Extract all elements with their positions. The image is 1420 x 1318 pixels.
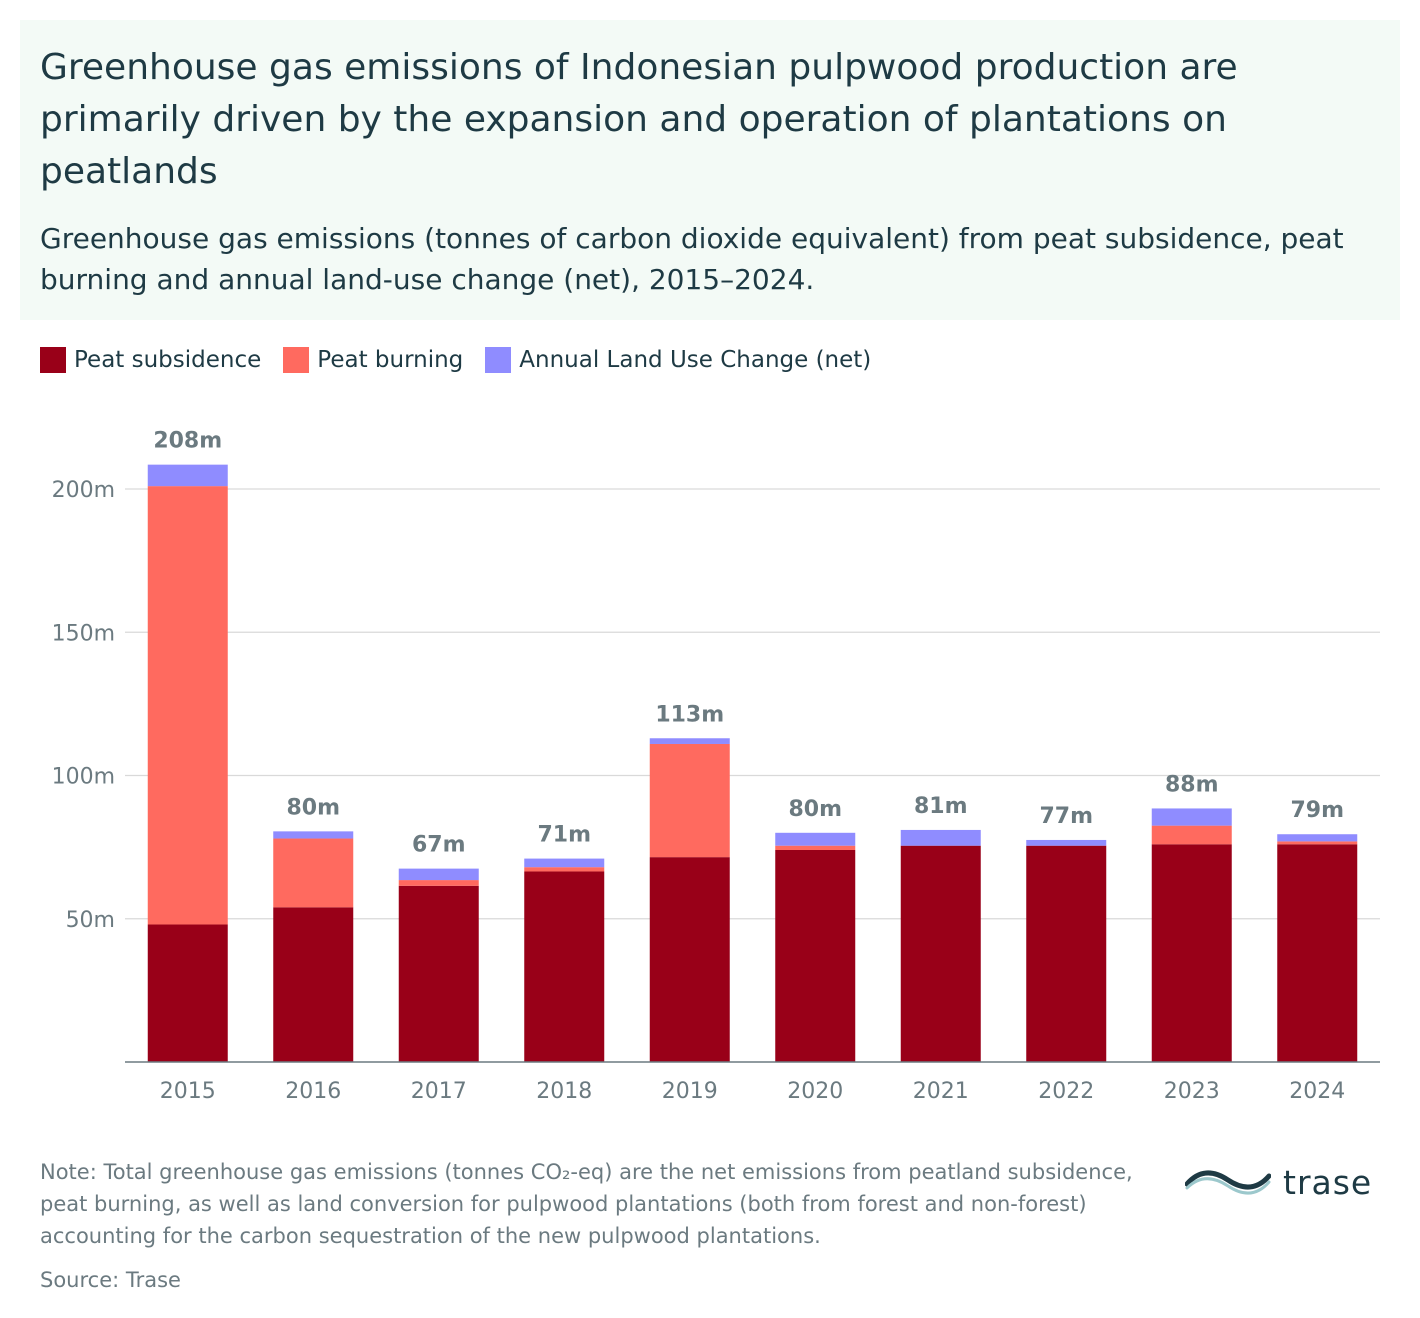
legend-swatch-land-use-change: [485, 347, 512, 373]
chart-subtitle: Greenhouse gas emissions (tonnes of carb…: [40, 222, 1344, 296]
total-label: 113m: [655, 702, 724, 727]
total-label: 208m: [153, 429, 222, 454]
bar-segment: [649, 738, 730, 744]
total-label: 77m: [1039, 804, 1093, 829]
bar-segment: [775, 845, 856, 850]
x-tick-label: 2022: [1038, 1079, 1094, 1104]
x-tick-label: 2016: [285, 1079, 341, 1104]
legend-item-land-use-change: Annual Land Use Change (net): [485, 347, 871, 373]
bar-segment: [1151, 844, 1232, 1062]
y-tick-label: 100m: [52, 765, 115, 790]
legend-swatch-peat-burning: [283, 347, 310, 373]
bar-segment: [1277, 844, 1358, 1062]
legend-label: Peat subsidence: [74, 347, 262, 373]
bar-segment: [398, 868, 479, 881]
bar-segment: [273, 907, 354, 1062]
trase-logo: trase: [1185, 1160, 1385, 1204]
bar-segment: [1277, 834, 1358, 842]
bar-segment: [1151, 808, 1232, 826]
total-label: 81m: [914, 794, 968, 819]
chart-title: Greenhouse gas emissions of Indonesian p…: [40, 47, 1238, 192]
bar-segment: [900, 845, 981, 1062]
chart-source: Source: Trase: [40, 1268, 181, 1292]
bar-segment: [147, 464, 228, 487]
bar-segment: [775, 832, 856, 846]
bar-segment: [147, 924, 228, 1062]
bar-segment: [1026, 839, 1107, 846]
chart-note: Note: Total greenhouse gas emissions (to…: [40, 1160, 1133, 1248]
y-tick-label: 200m: [52, 478, 115, 503]
bar-segment: [900, 829, 981, 846]
bar-segment: [273, 831, 354, 839]
total-label: 80m: [788, 797, 842, 822]
legend-label: Peat burning: [317, 347, 464, 373]
x-tick-label: 2023: [1164, 1079, 1220, 1104]
x-tick-label: 2015: [160, 1079, 216, 1104]
legend-label: Annual Land Use Change (net): [519, 347, 872, 373]
logo-text: trase: [1283, 1162, 1373, 1202]
bar-segment: [649, 743, 730, 858]
y-tick-label: 150m: [52, 621, 115, 646]
total-label: 88m: [1165, 772, 1219, 797]
x-tick-label: 2021: [913, 1079, 969, 1104]
legend: Peat subsidence Peat burning Annual Land…: [40, 340, 871, 380]
legend-item-peat-burning: Peat burning: [283, 347, 463, 373]
bar-segment: [398, 885, 479, 1062]
bar-segment: [1151, 825, 1232, 845]
bar-segment: [398, 880, 479, 886]
bar-segment: [524, 858, 605, 868]
total-label: 80m: [286, 795, 340, 820]
total-label: 67m: [412, 833, 466, 858]
bar-segment: [524, 871, 605, 1062]
header-panel: Greenhouse gas emissions of Indonesian p…: [20, 20, 1400, 320]
bar-segment: [273, 838, 354, 908]
bar-segment: [1026, 845, 1107, 1062]
bar-segment: [524, 867, 605, 872]
trase-wave-icon: [1185, 1170, 1271, 1195]
x-tick-label: 2024: [1289, 1079, 1345, 1104]
x-tick-label: 2019: [662, 1079, 718, 1104]
y-tick-label: 50m: [66, 908, 115, 933]
bar-segment: [1277, 841, 1358, 845]
legend-item-peat-subsidence: Peat subsidence: [40, 347, 261, 373]
bar-segment: [649, 857, 730, 1062]
x-tick-label: 2020: [787, 1079, 843, 1104]
legend-swatch-peat-subsidence: [40, 347, 66, 373]
bar-segment: [775, 849, 856, 1062]
total-label: 71m: [537, 823, 591, 848]
bar-segment: [147, 486, 228, 925]
stacked-bar-chart: 50m 100m 150m 200m 208m 2015 80m 2016 67m 2017 71m…: [52, 429, 1380, 1104]
x-tick-label: 2018: [536, 1079, 592, 1104]
x-tick-label: 2017: [411, 1079, 467, 1104]
total-label: 79m: [1290, 798, 1344, 823]
